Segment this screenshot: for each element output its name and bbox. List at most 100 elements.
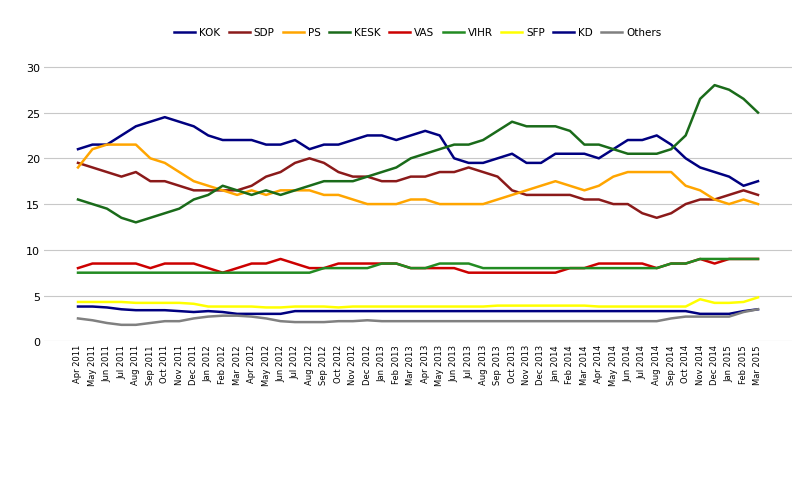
Others	[695, 314, 705, 320]
SFP	[507, 303, 517, 309]
KESK	[74, 197, 83, 203]
Others	[550, 319, 560, 325]
KOK	[478, 161, 488, 166]
KESK	[550, 124, 560, 130]
SFP	[406, 304, 415, 310]
VIHR	[464, 261, 474, 267]
SFP	[421, 304, 430, 310]
VIHR	[232, 270, 242, 276]
KD	[652, 308, 662, 314]
SDP	[290, 161, 300, 166]
PS	[146, 156, 155, 162]
VIHR	[334, 265, 343, 271]
Others	[131, 322, 141, 328]
Others	[478, 319, 488, 325]
SFP	[305, 304, 314, 310]
Others	[652, 319, 662, 325]
KOK	[565, 151, 574, 157]
Others	[362, 318, 372, 324]
KD	[594, 308, 604, 314]
Others	[435, 319, 445, 325]
VAS	[189, 261, 198, 267]
SFP	[681, 304, 690, 310]
VAS	[74, 265, 83, 271]
SDP	[232, 188, 242, 194]
SFP	[638, 304, 647, 310]
KESK	[334, 179, 343, 185]
Others	[189, 316, 198, 322]
KD	[189, 309, 198, 315]
SDP	[88, 165, 98, 171]
KESK	[435, 147, 445, 153]
PS	[262, 193, 271, 199]
KESK	[493, 129, 502, 135]
PS	[377, 202, 386, 207]
KD	[117, 307, 126, 313]
SFP	[435, 304, 445, 310]
PS	[666, 170, 676, 176]
Others	[406, 319, 415, 325]
PS	[753, 202, 762, 207]
KD	[232, 311, 242, 317]
SDP	[189, 188, 198, 194]
KESK	[724, 87, 734, 93]
KD	[738, 308, 748, 314]
KESK	[594, 142, 604, 148]
KOK	[276, 142, 286, 148]
Others	[262, 316, 271, 322]
SFP	[131, 300, 141, 306]
SFP	[377, 304, 386, 310]
VAS	[276, 257, 286, 263]
SFP	[247, 304, 257, 310]
SDP	[594, 197, 604, 203]
KD	[174, 308, 184, 314]
KOK	[594, 156, 604, 162]
VIHR	[753, 257, 762, 263]
KOK	[579, 151, 589, 157]
SFP	[724, 300, 734, 306]
PS	[435, 202, 445, 207]
SDP	[710, 197, 719, 203]
SDP	[536, 193, 546, 199]
VAS	[131, 261, 141, 267]
VIHR	[146, 270, 155, 276]
KD	[218, 309, 227, 315]
PS	[550, 179, 560, 185]
KD	[522, 308, 531, 314]
PS	[710, 197, 719, 203]
PS	[681, 183, 690, 189]
Others	[334, 319, 343, 325]
VAS	[377, 261, 386, 267]
VIHR	[623, 265, 633, 271]
KESK	[478, 138, 488, 143]
Line: PS: PS	[78, 145, 758, 204]
PS	[507, 193, 517, 199]
KD	[550, 308, 560, 314]
Others	[319, 320, 329, 325]
VIHR	[565, 265, 574, 271]
VIHR	[362, 265, 372, 271]
PS	[594, 183, 604, 189]
KESK	[522, 124, 531, 130]
SFP	[203, 304, 213, 310]
VAS	[102, 261, 112, 267]
KESK	[421, 151, 430, 157]
SDP	[348, 174, 358, 180]
KESK	[391, 165, 401, 171]
KESK	[160, 211, 170, 217]
VAS	[362, 261, 372, 267]
KOK	[753, 179, 762, 185]
KOK	[738, 183, 748, 189]
KD	[406, 308, 415, 314]
KESK	[319, 179, 329, 185]
KD	[493, 308, 502, 314]
Others	[290, 320, 300, 325]
SDP	[74, 161, 83, 166]
VAS	[88, 261, 98, 267]
KESK	[305, 183, 314, 189]
SFP	[695, 297, 705, 303]
KD	[160, 307, 170, 313]
KD	[753, 307, 762, 313]
VAS	[638, 261, 647, 267]
SDP	[247, 183, 257, 189]
